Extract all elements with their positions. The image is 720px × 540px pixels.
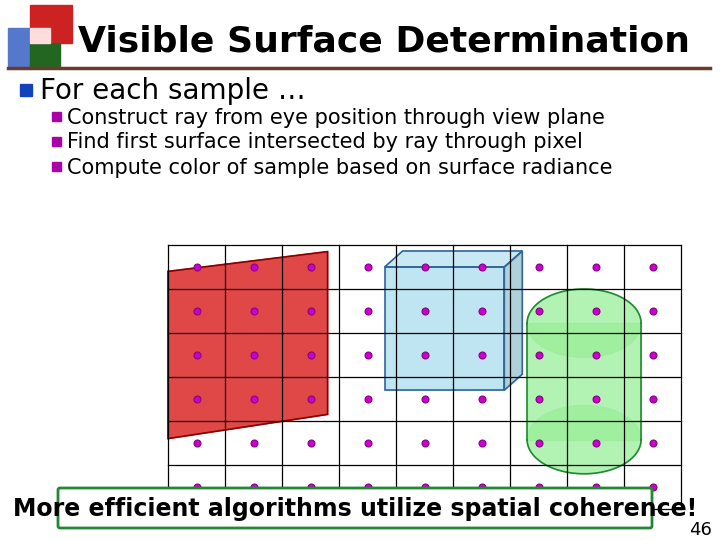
Bar xyxy=(384,267,504,390)
Bar xyxy=(52,112,61,121)
Polygon shape xyxy=(384,251,522,267)
Bar xyxy=(30,5,72,43)
Ellipse shape xyxy=(527,289,641,357)
Bar xyxy=(30,43,60,66)
FancyBboxPatch shape xyxy=(58,488,652,528)
Polygon shape xyxy=(168,252,328,438)
Bar xyxy=(384,267,504,390)
Text: Visible Surface Determination: Visible Surface Determination xyxy=(78,25,690,59)
Bar xyxy=(30,28,50,43)
Text: 46: 46 xyxy=(688,521,711,539)
Bar xyxy=(52,137,61,146)
Text: For each sample …: For each sample … xyxy=(40,77,306,105)
Text: More efficient algorithms utilize spatial coherence!: More efficient algorithms utilize spatia… xyxy=(13,497,697,521)
Text: Compute color of sample based on surface radiance: Compute color of sample based on surface… xyxy=(67,158,613,178)
Text: Find first surface intersected by ray through pixel: Find first surface intersected by ray th… xyxy=(67,132,583,152)
Ellipse shape xyxy=(527,406,641,474)
Bar xyxy=(52,162,61,171)
Bar xyxy=(20,84,32,96)
Bar xyxy=(527,323,641,440)
Text: Construct ray from eye position through view plane: Construct ray from eye position through … xyxy=(67,107,605,127)
Bar xyxy=(8,28,50,66)
Polygon shape xyxy=(504,251,522,390)
